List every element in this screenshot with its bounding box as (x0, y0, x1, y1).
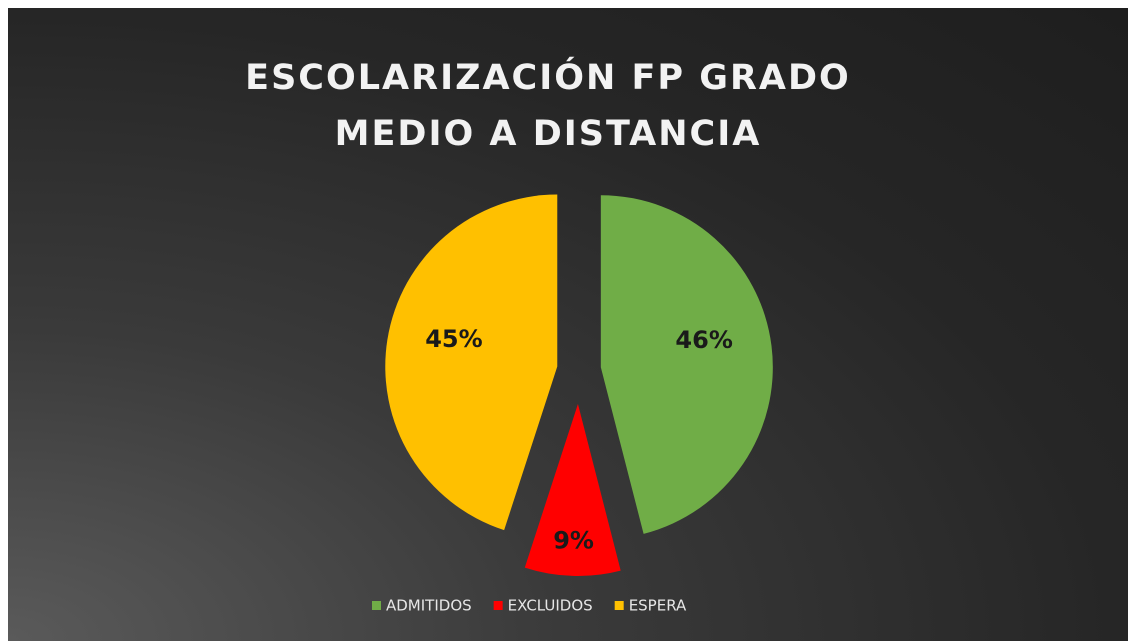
pie-slice (385, 194, 558, 531)
chart: ESCOLARIZACIÓN FP GRADO MEDIO A DISTANCI… (8, 8, 1128, 641)
legend-label: ADMITIDOS (386, 597, 472, 615)
pie-slice (600, 195, 773, 534)
data-label: 9% (553, 527, 594, 555)
chart-title: ESCOLARIZACIÓN FP GRADO MEDIO A DISTANCI… (245, 58, 851, 154)
legend-label: EXCLUIDOS (508, 597, 593, 615)
legend-swatch (614, 601, 624, 610)
legend-swatch (372, 601, 381, 610)
pie-slice (524, 403, 621, 576)
legend-label: ESPERA (629, 597, 687, 615)
legend-swatch (493, 601, 503, 610)
data-label: 46% (675, 326, 732, 354)
plot: 46% 9% 45% ADMITIDOS EXCLUIDOS ESPERA (372, 194, 773, 615)
data-label: 45% (425, 325, 482, 353)
